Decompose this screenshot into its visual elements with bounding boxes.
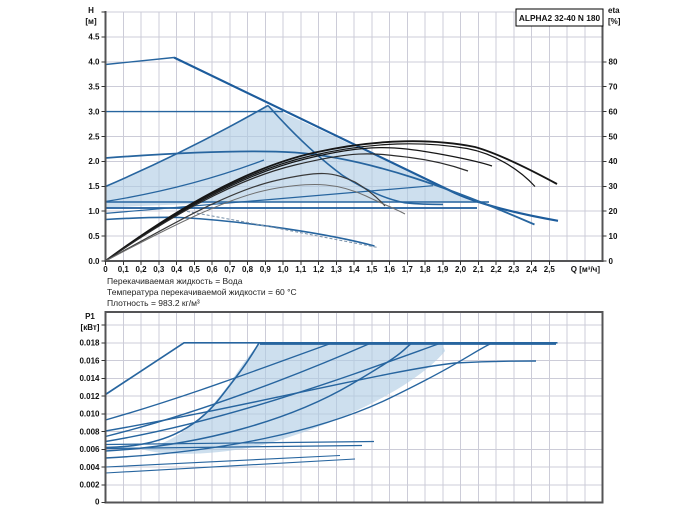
svg-text:1,5: 1,5 (366, 265, 378, 274)
svg-text:0: 0 (103, 265, 108, 274)
svg-text:0.5: 0.5 (88, 232, 100, 241)
svg-text:0.016: 0.016 (79, 356, 100, 365)
svg-text:0,5: 0,5 (189, 265, 201, 274)
svg-text:2,1: 2,1 (473, 265, 485, 274)
svg-text:1,4: 1,4 (348, 265, 360, 274)
svg-text:4.5: 4.5 (88, 33, 100, 42)
svg-text:0: 0 (95, 498, 100, 507)
svg-text:80: 80 (609, 58, 618, 67)
svg-text:70: 70 (609, 83, 618, 92)
svg-text:0,7: 0,7 (224, 265, 236, 274)
svg-text:ALPHA2 32-40 N 180: ALPHA2 32-40 N 180 (519, 13, 601, 23)
svg-text:[кВт]: [кВт] (81, 323, 100, 332)
svg-text:30: 30 (609, 182, 618, 191)
svg-text:0.014: 0.014 (79, 374, 100, 383)
svg-text:4.0: 4.0 (88, 58, 100, 67)
svg-text:2,5: 2,5 (544, 265, 556, 274)
svg-text:[м]: [м] (85, 17, 97, 26)
svg-text:1,8: 1,8 (419, 265, 431, 274)
svg-text:0.0: 0.0 (88, 257, 100, 266)
svg-text:0,6: 0,6 (206, 265, 218, 274)
svg-text:Температура перекачиваемой жид: Температура перекачиваемой жидкости = 60… (107, 287, 297, 297)
svg-text:1,2: 1,2 (313, 265, 325, 274)
svg-text:1.0: 1.0 (88, 207, 100, 216)
svg-text:1,7: 1,7 (402, 265, 414, 274)
svg-text:40: 40 (609, 157, 618, 166)
svg-text:50: 50 (609, 132, 618, 141)
svg-text:[%]: [%] (608, 17, 621, 26)
svg-text:0,8: 0,8 (242, 265, 254, 274)
svg-text:2,2: 2,2 (490, 265, 502, 274)
svg-text:2.0: 2.0 (88, 157, 100, 166)
svg-text:2.5: 2.5 (88, 132, 100, 141)
svg-text:1,9: 1,9 (437, 265, 449, 274)
svg-text:eta: eta (608, 6, 620, 15)
svg-text:2,4: 2,4 (526, 265, 538, 274)
svg-text:0: 0 (609, 257, 614, 266)
svg-text:Плотность = 983.2 кг/м³: Плотность = 983.2 кг/м³ (107, 298, 200, 308)
svg-text:0.012: 0.012 (79, 392, 100, 401)
svg-text:1,0: 1,0 (277, 265, 289, 274)
svg-text:1,1: 1,1 (295, 265, 307, 274)
svg-text:H: H (88, 6, 94, 15)
svg-text:3.5: 3.5 (88, 83, 100, 92)
svg-text:0,1: 0,1 (118, 265, 130, 274)
svg-text:0.006: 0.006 (79, 445, 100, 454)
svg-text:0.010: 0.010 (79, 410, 100, 419)
svg-text:0.004: 0.004 (79, 463, 100, 472)
svg-text:10: 10 (609, 232, 618, 241)
svg-text:0.002: 0.002 (79, 481, 100, 490)
svg-text:P1: P1 (85, 312, 95, 321)
svg-text:1,3: 1,3 (331, 265, 343, 274)
svg-text:Перекачиваемая жидкость = Вода: Перекачиваемая жидкость = Вода (107, 276, 243, 286)
svg-text:2,0: 2,0 (455, 265, 467, 274)
svg-text:3.0: 3.0 (88, 107, 100, 116)
svg-text:Q [м³/ч]: Q [м³/ч] (571, 265, 601, 274)
svg-text:1,6: 1,6 (384, 265, 396, 274)
svg-text:0.018: 0.018 (79, 339, 100, 348)
svg-text:20: 20 (609, 207, 618, 216)
svg-text:0,4: 0,4 (171, 265, 183, 274)
svg-text:0,2: 0,2 (135, 265, 147, 274)
svg-text:1.5: 1.5 (88, 182, 100, 191)
svg-text:0.008: 0.008 (79, 427, 100, 436)
svg-text:0,9: 0,9 (260, 265, 272, 274)
svg-text:60: 60 (609, 107, 618, 116)
svg-text:0,3: 0,3 (153, 265, 165, 274)
svg-text:2,3: 2,3 (508, 265, 520, 274)
